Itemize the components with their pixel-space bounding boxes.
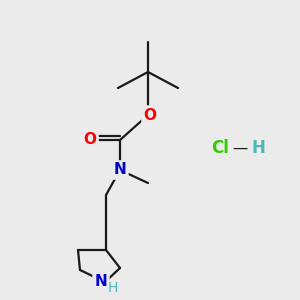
Text: O: O	[143, 107, 157, 122]
Text: Cl: Cl	[211, 139, 229, 157]
Text: H: H	[108, 281, 118, 295]
Text: N: N	[114, 163, 126, 178]
Text: N: N	[94, 274, 107, 290]
Text: H: H	[251, 139, 265, 157]
Text: —: —	[232, 140, 247, 155]
Text: O: O	[83, 133, 97, 148]
